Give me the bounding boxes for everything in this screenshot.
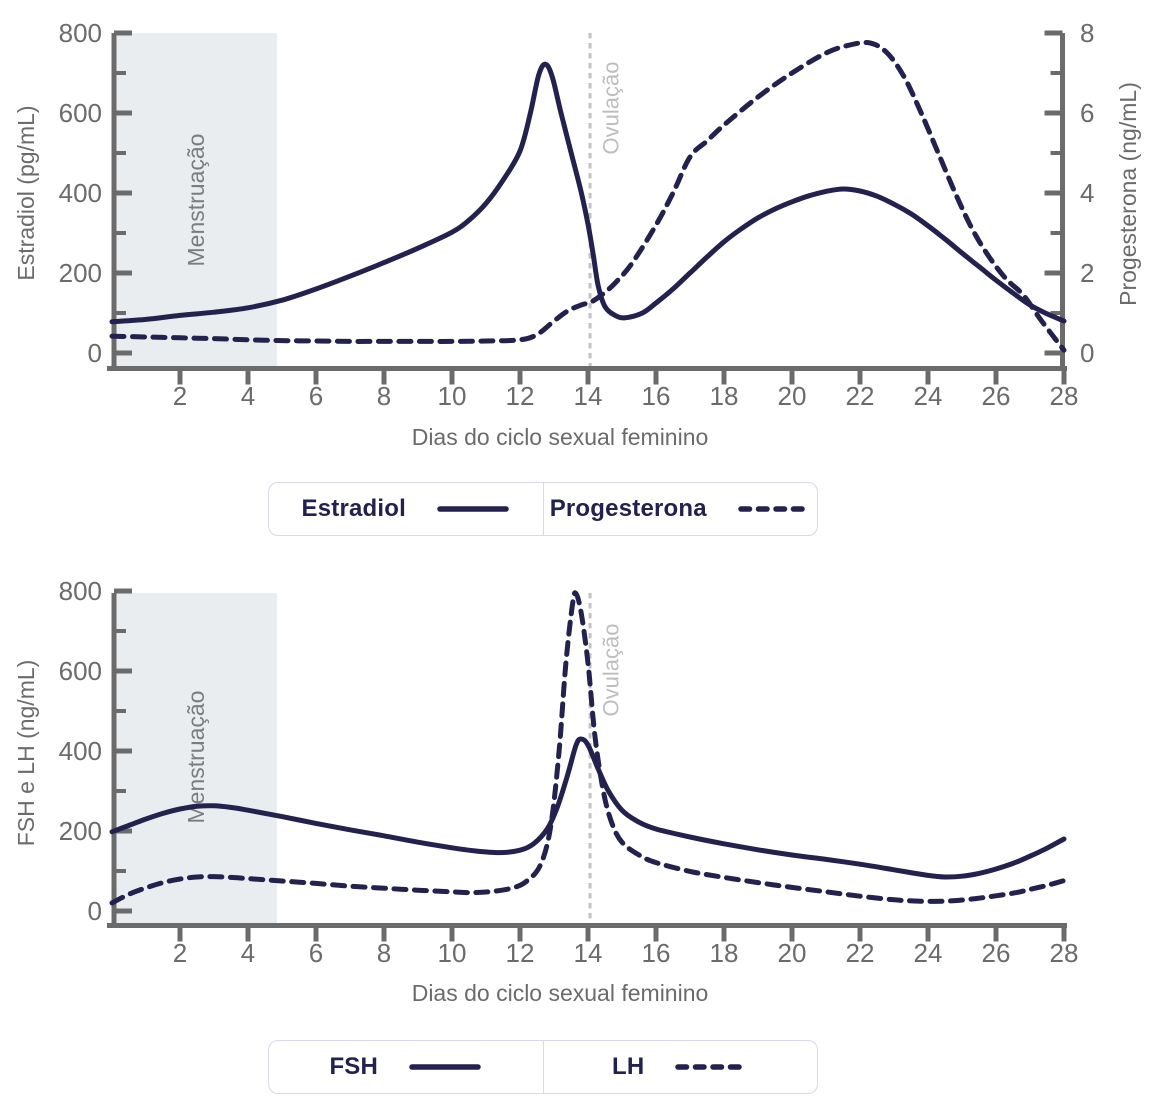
legend-label-fsh: FSH [329, 1053, 379, 1080]
menstruation-band [112, 33, 277, 366]
y-axis-title-fsh-lh: FSH e LH (ng/mL) [13, 660, 39, 847]
x-tick-label: 14 [574, 938, 603, 968]
estradiol-curve [109, 61, 1067, 325]
x-tick-label: 6 [309, 938, 323, 968]
x-tick-label: 8 [377, 938, 391, 968]
y-tick-label: 0 [88, 896, 102, 926]
fsh-line-swatch [409, 1064, 481, 1070]
x-tick-label: 28 [1050, 381, 1079, 411]
x-tick-label: 14 [574, 381, 603, 411]
x-tick-label: 4 [241, 938, 255, 968]
fsh-curve [109, 736, 1067, 880]
y-tick-label: 200 [59, 816, 102, 846]
x-tick-label: 6 [309, 381, 323, 411]
legend-estradiol-progesterona: Estradiol Progesterona [268, 482, 818, 536]
legend-item-progesterona: Progesterona [542, 483, 818, 535]
x-tick-label: 12 [506, 381, 535, 411]
x-tick-label: 10 [438, 938, 467, 968]
x-axis-title-top: Dias do ciclo sexual feminino [412, 424, 709, 450]
y-tick-label: 800 [59, 576, 102, 606]
legend-label-lh: LH [612, 1053, 645, 1080]
y-right-tick-label: 8 [1080, 18, 1094, 48]
menstruation-band [112, 593, 277, 923]
x-tick-label: 24 [914, 381, 943, 411]
x-tick-label: 2 [173, 938, 187, 968]
x-axis-title-bottom: Dias do ciclo sexual feminino [412, 980, 709, 1006]
x-tick-label: 20 [778, 938, 807, 968]
progesterona-line-swatch [738, 506, 810, 512]
x-tick-label: 16 [642, 938, 671, 968]
ovulation-label: Ovulação [599, 62, 624, 155]
x-tick-label: 20 [778, 381, 807, 411]
x-tick-label: 18 [710, 381, 739, 411]
progesterona-curve [109, 40, 1067, 353]
y-tick-label: 600 [59, 98, 102, 128]
x-tick-label: 26 [982, 938, 1011, 968]
legend-item-fsh: FSH [269, 1041, 543, 1093]
x-tick-label: 10 [438, 381, 467, 411]
y-right-tick-label: 6 [1080, 98, 1094, 128]
y-axis-title-estradiol: Estradiol (pg/mL) [13, 105, 39, 280]
legend-item-estradiol: Estradiol [269, 483, 543, 535]
y-right-tick-label: 4 [1080, 178, 1094, 208]
y-right-tick-label: 0 [1080, 338, 1094, 368]
x-tick-label: 22 [846, 381, 875, 411]
legend-label-estradiol: Estradiol [301, 495, 406, 522]
x-tick-label: 2 [173, 381, 187, 411]
legend-fsh-lh: FSH LH [268, 1040, 818, 1094]
ovulation-label: Ovulação [599, 624, 624, 717]
x-tick-label: 28 [1050, 938, 1079, 968]
x-tick-label: 16 [642, 381, 671, 411]
menstruation-label: Menstruação [183, 691, 209, 824]
x-tick-label: 4 [241, 381, 255, 411]
lh-curve [109, 590, 1067, 906]
x-tick-label: 8 [377, 381, 391, 411]
estradiol-line-swatch [437, 506, 509, 512]
x-tick-label: 18 [710, 938, 739, 968]
menstruation-label: Menstruação [183, 134, 209, 267]
legend-label-progesterona: Progesterona [549, 495, 707, 522]
x-tick-label: 22 [846, 938, 875, 968]
x-tick-label: 26 [982, 381, 1011, 411]
y-tick-label: 200 [59, 258, 102, 288]
x-tick-label: 24 [914, 938, 943, 968]
y-tick-label: 400 [59, 178, 102, 208]
lh-line-swatch [675, 1064, 748, 1070]
y-tick-label: 400 [59, 736, 102, 766]
legend-item-lh: LH [542, 1041, 818, 1093]
y-axis-title-progesterona: Progesterona (ng/mL) [1115, 82, 1141, 306]
y-right-tick-label: 2 [1080, 258, 1094, 288]
y-tick-label: 0 [88, 338, 102, 368]
y-tick-label: 600 [59, 656, 102, 686]
x-tick-label: 12 [506, 938, 535, 968]
y-tick-label: 800 [59, 18, 102, 48]
